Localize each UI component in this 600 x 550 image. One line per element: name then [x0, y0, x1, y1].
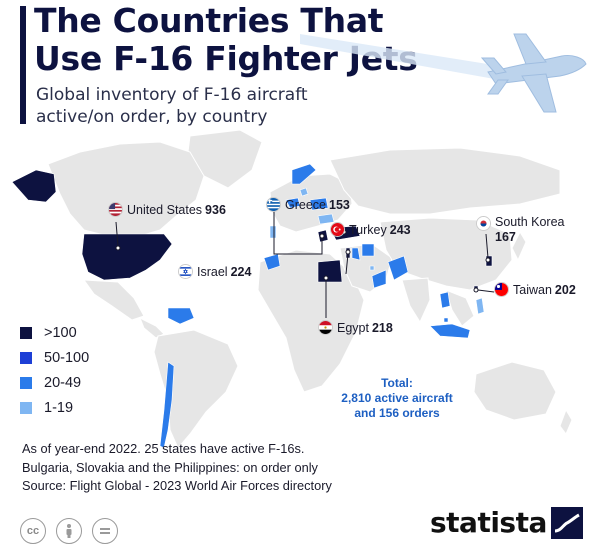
note-year-end: As of year-end 2022. 25 states have acti…: [22, 441, 305, 456]
chile-shape: [159, 361, 175, 449]
philippines-shape: [475, 297, 485, 315]
source-note: Source: Flight Global - 2023 World Air F…: [22, 478, 332, 493]
jordan-shape: [351, 247, 361, 261]
callout-taiwan: Taiwan 202: [494, 282, 576, 297]
legend-item: 50-100: [20, 345, 89, 370]
total-summary: Total: 2,810 active aircraft and 156 ord…: [341, 376, 453, 420]
legend-swatch: [20, 401, 32, 414]
legend-item: 1-19: [20, 395, 89, 420]
mexico-shape: [82, 279, 145, 321]
world-map: [11, 130, 573, 449]
bahrain-shape: [369, 265, 375, 271]
operator-countries: [11, 163, 493, 449]
thailand-shape: [439, 291, 451, 309]
canada-shape: [47, 141, 205, 237]
iraq-shape: [361, 243, 375, 257]
singapore-shape: [443, 317, 449, 323]
statista-mark-icon: [550, 506, 583, 539]
callout-israel: Israel 224: [178, 264, 251, 279]
title-accent-bar: [20, 6, 26, 124]
license-icons: cc: [20, 518, 118, 544]
japan-shape: [511, 230, 527, 262]
uae-oman-shape: [371, 269, 387, 289]
indonesia-shape: [429, 323, 471, 339]
chart-subtitle: Global inventory of F-16 aircraft active…: [36, 85, 308, 127]
morocco-shape: [263, 253, 281, 271]
map-legend: >100 50-100 20-49 1-19: [20, 320, 89, 420]
alaska-usa-shape: [11, 169, 57, 203]
egypt-shape: [317, 259, 343, 283]
turkey-flag-icon: [330, 222, 345, 237]
south-america-shape: [153, 329, 239, 449]
taiwan-flag-icon: [494, 282, 509, 297]
norway-shape: [291, 163, 317, 185]
attribution-icon[interactable]: [56, 518, 82, 544]
callout-greece: Greece 153: [266, 197, 350, 212]
russia-shape: [329, 147, 561, 215]
southeast-asia-shape: [445, 289, 475, 327]
legend-swatch: [20, 326, 32, 339]
f16-jet-icon: [300, 33, 587, 113]
australia-shape: [473, 361, 557, 421]
callout-united-states: United States 936: [108, 202, 226, 217]
poland-shape: [309, 197, 329, 211]
egypt-flag-icon: [318, 320, 333, 335]
legend-item: 20-49: [20, 370, 89, 395]
no-derivatives-icon[interactable]: [92, 518, 118, 544]
callout-egypt: Egypt 218: [318, 320, 393, 335]
israel-flag-icon: [178, 264, 193, 279]
new-zealand-shape: [559, 408, 573, 435]
denmark-shape: [299, 187, 309, 197]
pakistan-shape: [387, 255, 409, 281]
portugal-shape: [269, 225, 277, 239]
statista-logo[interactable]: statista: [430, 506, 583, 539]
south-korea-flag-icon: [476, 216, 491, 231]
india-shape: [401, 277, 431, 324]
africa-shape: [257, 249, 365, 393]
us-flag-icon: [108, 202, 123, 217]
legend-swatch: [20, 376, 32, 389]
legend-swatch: [20, 351, 32, 364]
footnotes: As of year-end 2022. 25 states have acti…: [22, 440, 442, 496]
note-on-order: Bulgaria, Slovakia and the Philippines: …: [22, 459, 318, 475]
usa-shape: [81, 233, 173, 281]
venezuela-shape: [167, 307, 195, 325]
creative-commons-icon[interactable]: cc: [20, 518, 46, 544]
legend-item: >100: [20, 320, 89, 345]
belgium-netherlands-shape: [285, 197, 301, 209]
callout-turkey: Turkey 243: [330, 222, 411, 237]
callout-south-korea: South Korea 167: [476, 215, 565, 245]
central-america-shape: [139, 316, 165, 339]
greece-flag-icon: [266, 197, 281, 212]
